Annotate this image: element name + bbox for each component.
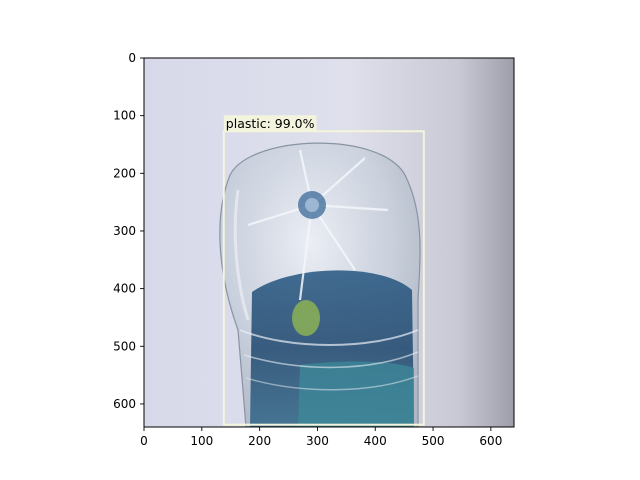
y-tick-label: 0	[128, 51, 136, 65]
axes-frame	[143, 57, 515, 428]
x-tick-label: 600	[479, 434, 502, 448]
x-tick-label: 200	[248, 434, 271, 448]
y-tick-label: 300	[113, 224, 136, 238]
x-tick-label: 500	[422, 434, 445, 448]
y-tick-label: 400	[113, 282, 136, 296]
x-tick-label: 300	[306, 434, 329, 448]
photo-image	[144, 58, 514, 427]
x-tick-label: 400	[364, 434, 387, 448]
x-tick-label: 100	[190, 434, 213, 448]
detection-bounding-box	[222, 130, 425, 426]
y-axis: 0 100 200 300 400 500 600	[113, 51, 144, 411]
y-tick-label: 600	[113, 397, 136, 411]
y-tick-label: 200	[113, 166, 136, 180]
y-tick-label: 500	[113, 339, 136, 353]
y-tick-label: 100	[113, 109, 136, 123]
x-tick-label: 0	[140, 434, 148, 448]
x-axis: 0 100 200 300 400 500 600	[140, 427, 502, 448]
detection-label: plastic: 99.0%	[226, 116, 315, 131]
detection-label-background	[223, 115, 317, 132]
